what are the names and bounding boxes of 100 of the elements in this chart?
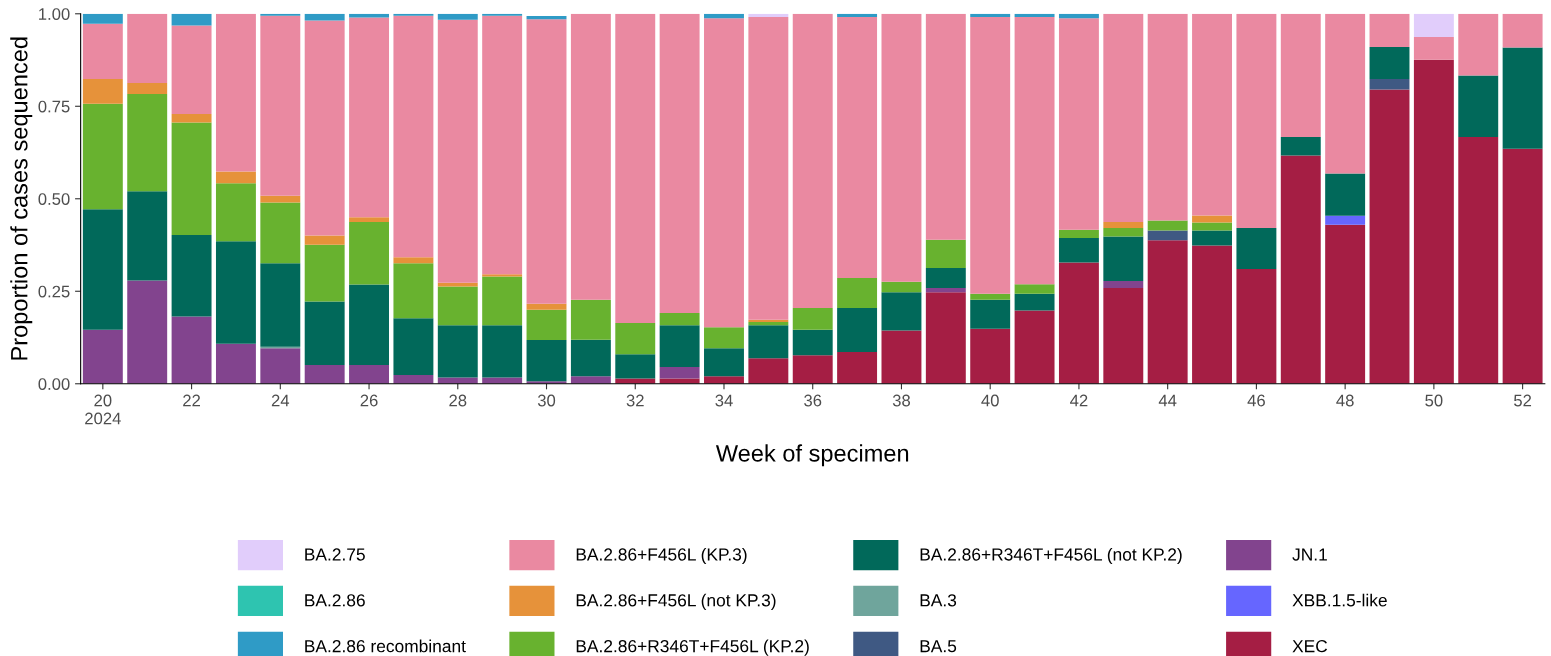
bar xyxy=(304,20,345,236)
bar xyxy=(570,13,611,300)
x-tick-label: 50 xyxy=(1425,394,1443,407)
bar xyxy=(1014,310,1055,384)
bar xyxy=(82,13,123,24)
bar xyxy=(570,376,611,384)
x-tick-label: 48 xyxy=(1336,394,1354,407)
bar xyxy=(82,329,123,384)
bar xyxy=(304,301,345,365)
bar xyxy=(1280,155,1321,384)
bar xyxy=(1014,13,1055,18)
legend-label: BA.2.86+R346T+F456L (not KP.2) xyxy=(920,547,1182,565)
bar xyxy=(792,13,833,308)
bar xyxy=(1502,148,1543,384)
bar xyxy=(970,293,1011,300)
bar xyxy=(925,267,966,288)
bar xyxy=(171,114,212,123)
bar xyxy=(393,263,434,319)
x-tick-label: 52 xyxy=(1514,394,1532,407)
bar xyxy=(748,358,789,384)
y-tick-label: 1.00 xyxy=(39,8,70,20)
bar xyxy=(792,307,833,330)
bar xyxy=(526,309,567,341)
bar xyxy=(1058,13,1099,19)
y-axis-title: Proportion of cases sequenced xyxy=(10,37,33,360)
bar xyxy=(837,307,878,352)
legend-label: BA.5 xyxy=(920,640,957,653)
bar xyxy=(1413,59,1454,384)
y-tick-label: 0.75 xyxy=(38,100,70,113)
x-tick-label: 42 xyxy=(1070,394,1088,407)
bar xyxy=(1236,269,1277,384)
bar xyxy=(1103,222,1144,228)
bar xyxy=(82,103,123,210)
bar xyxy=(1325,13,1366,174)
bar xyxy=(393,374,434,384)
bar xyxy=(1413,13,1454,38)
bar xyxy=(1325,173,1366,216)
bar xyxy=(482,276,523,326)
legend-label: BA.2.86 xyxy=(305,594,365,607)
bar xyxy=(615,13,656,324)
bar xyxy=(260,202,301,264)
bar xyxy=(881,281,922,293)
bar xyxy=(127,13,168,83)
bar xyxy=(837,351,878,384)
legend-label: BA.2.86 recombinant xyxy=(305,639,466,653)
bar xyxy=(1147,230,1188,241)
bar xyxy=(615,323,656,355)
legend-label: XEC xyxy=(1292,640,1328,653)
bar xyxy=(1058,262,1099,384)
legend-label: JN.1 xyxy=(1292,548,1327,561)
x-tick-label: 38 xyxy=(892,394,911,407)
bar xyxy=(304,364,345,384)
bar xyxy=(704,348,744,377)
bar xyxy=(1280,136,1321,156)
bar xyxy=(1369,89,1410,384)
bar xyxy=(437,325,478,378)
x-tick-label: 34 xyxy=(715,394,733,407)
bar xyxy=(881,13,922,282)
bar xyxy=(1458,75,1499,137)
bar xyxy=(171,122,212,236)
bar xyxy=(925,287,966,293)
bar xyxy=(215,13,256,172)
bar xyxy=(1147,220,1188,231)
bar xyxy=(526,19,567,304)
bar xyxy=(437,286,478,326)
bar xyxy=(1103,287,1144,384)
bar xyxy=(704,327,744,349)
bar xyxy=(526,340,567,382)
y-tick-label: 0.00 xyxy=(38,378,70,390)
bar xyxy=(1502,47,1543,149)
bar xyxy=(659,367,700,379)
x-tick-label: 36 xyxy=(804,394,822,407)
bar xyxy=(1014,284,1055,294)
bar xyxy=(171,13,212,26)
bar xyxy=(837,13,878,18)
bar xyxy=(837,277,878,308)
bar xyxy=(925,13,966,240)
bar xyxy=(215,183,256,242)
bar xyxy=(215,241,256,344)
bar xyxy=(349,222,390,285)
bar xyxy=(304,244,345,302)
bar xyxy=(304,13,345,21)
bar xyxy=(482,377,523,384)
bar xyxy=(393,257,434,264)
bar xyxy=(82,78,123,104)
bar xyxy=(1192,13,1232,216)
bar xyxy=(1058,237,1099,263)
bar xyxy=(1325,215,1366,225)
bar xyxy=(1192,215,1232,223)
x-axis-title: Week of specimen xyxy=(715,444,909,467)
x-tick-label: 30 xyxy=(537,394,556,407)
bar xyxy=(304,235,345,245)
bar xyxy=(127,82,168,95)
x-tick-label: 20 2024 xyxy=(85,394,121,425)
bar xyxy=(1369,47,1410,79)
bar xyxy=(748,325,789,359)
bar xyxy=(704,13,744,19)
bar xyxy=(1103,13,1144,223)
bar xyxy=(1014,293,1055,311)
bar xyxy=(482,325,523,378)
